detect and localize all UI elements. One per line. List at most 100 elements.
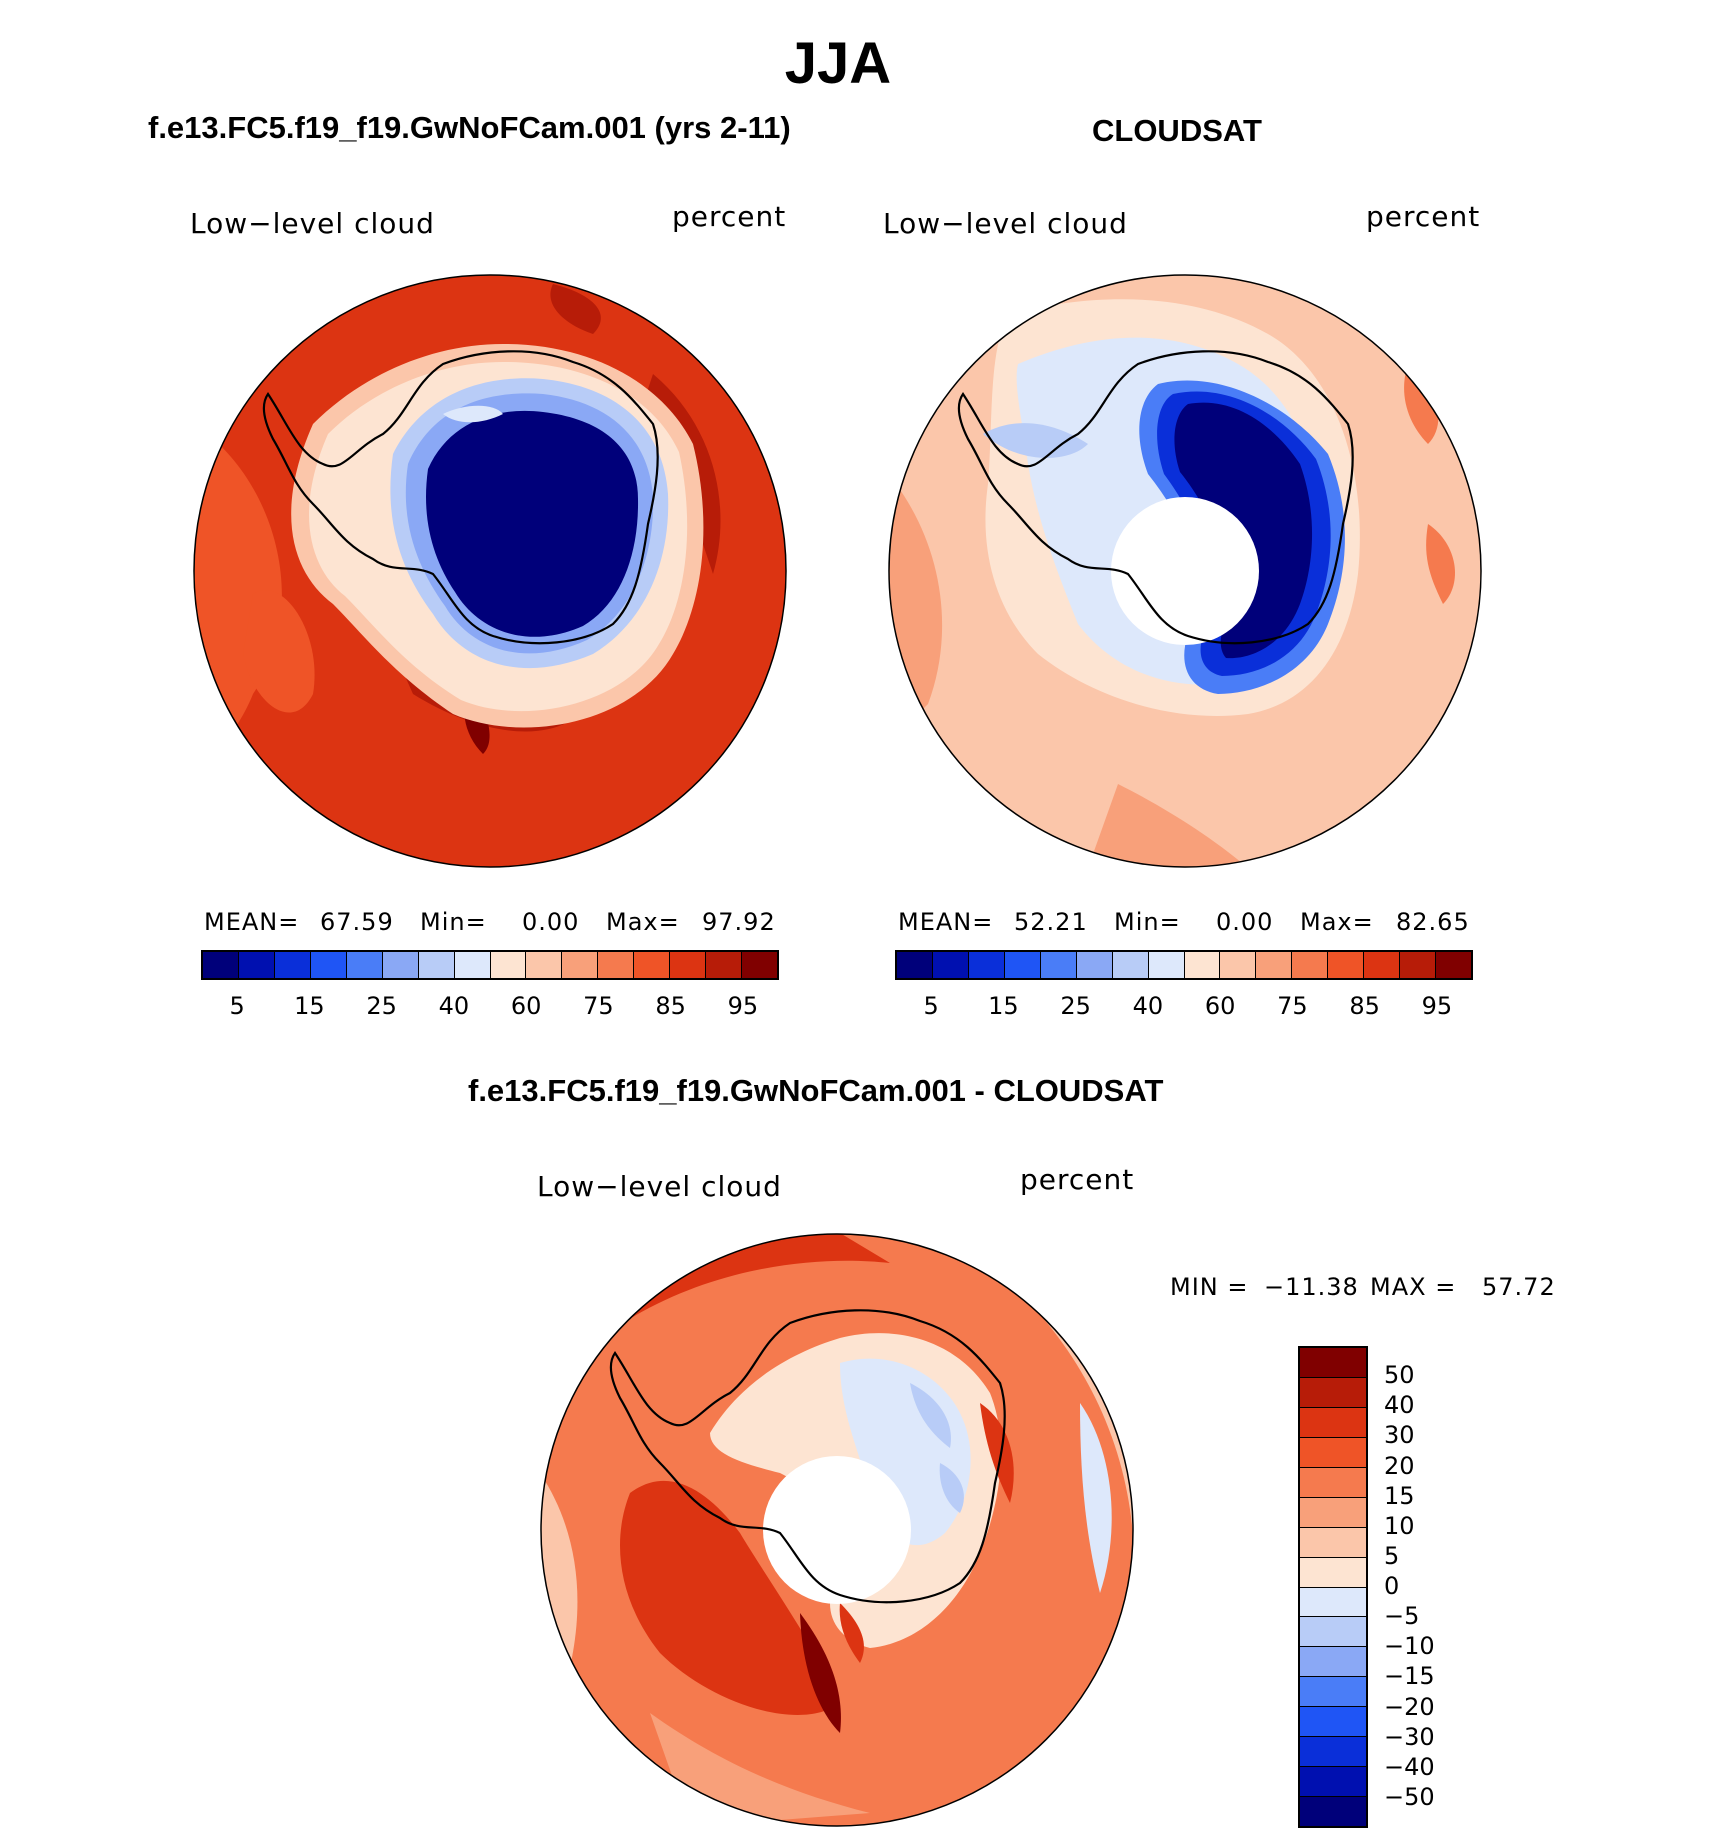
model-variable-label: Low−level cloud xyxy=(190,207,435,240)
diff-min-label: MIN = xyxy=(1170,1273,1249,1301)
colorbar-swatch xyxy=(526,952,563,978)
model-min-label: Min= xyxy=(420,908,487,936)
colorbar-swatch xyxy=(1300,1557,1366,1588)
colorbar-swatch xyxy=(310,952,347,978)
colorbar-swatch xyxy=(1364,952,1401,978)
model-colorbar xyxy=(201,950,779,980)
colorbar-tick-label: 20 xyxy=(1384,1451,1415,1480)
colorbar-swatch xyxy=(1300,1737,1366,1768)
colorbar-swatch xyxy=(634,952,671,978)
colorbar-tick-label: 50 xyxy=(1384,1361,1415,1390)
obs-max-value: 82.65 xyxy=(1396,908,1470,936)
colorbar-swatch xyxy=(382,952,419,978)
colorbar-tick-label: 85 xyxy=(655,992,686,1020)
diff-colorbar xyxy=(1298,1346,1368,1828)
colorbar-tick-label: 15 xyxy=(988,992,1019,1020)
colorbar-tick-label: −20 xyxy=(1384,1692,1435,1721)
colorbar-swatch xyxy=(1300,1377,1366,1408)
colorbar-tick-label: 40 xyxy=(1132,992,1164,1020)
colorbar-tick-label: 75 xyxy=(583,992,614,1020)
colorbar-tick-label: −10 xyxy=(1384,1632,1435,1661)
obs-panel-title: CLOUDSAT xyxy=(1092,113,1262,148)
colorbar-swatch xyxy=(1004,952,1041,978)
model-max-value: 97.92 xyxy=(702,908,776,936)
colorbar-swatch xyxy=(1256,952,1293,978)
diff-polar-map xyxy=(540,1233,1134,1827)
colorbar-tick-label: 10 xyxy=(1384,1511,1415,1540)
colorbar-swatch xyxy=(1148,952,1185,978)
diff-min-value: −11.38 xyxy=(1264,1273,1359,1301)
obs-variable-label: Low−level cloud xyxy=(883,207,1128,240)
colorbar-swatch xyxy=(1300,1407,1366,1438)
colorbar-tick-label: 40 xyxy=(1384,1391,1415,1420)
colorbar-tick-label: 40 xyxy=(438,992,470,1020)
colorbar-swatch xyxy=(1300,1437,1366,1468)
colorbar-swatch xyxy=(1040,952,1077,978)
colorbar-tick-label: −50 xyxy=(1384,1782,1435,1811)
obs-mean-label: MEAN= xyxy=(898,908,994,936)
colorbar-tick-label: 60 xyxy=(1204,992,1236,1020)
colorbar-swatch xyxy=(203,952,239,978)
diff-panel-title: f.e13.FC5.f19_f19.GwNoFCam.001 - CLOUDSA… xyxy=(468,1073,1164,1108)
colorbar-swatch xyxy=(346,952,383,978)
colorbar-swatch xyxy=(1300,1497,1366,1528)
colorbar-swatch xyxy=(454,952,491,978)
colorbar-swatch xyxy=(418,952,455,978)
colorbar-tick-label: −40 xyxy=(1384,1752,1435,1781)
colorbar-tick-label: 25 xyxy=(366,992,397,1020)
model-mean-label: MEAN= xyxy=(204,908,300,936)
colorbar-tick-label: 30 xyxy=(1384,1421,1415,1450)
model-colorbar-ticks: 5 15 25 40 60 75 85 95 xyxy=(201,992,779,1022)
model-units-label: percent xyxy=(672,200,787,233)
diff-variable-label: Low−level cloud xyxy=(537,1170,782,1203)
model-max-label: Max= xyxy=(606,908,680,936)
colorbar-swatch xyxy=(1328,952,1365,978)
colorbar-swatch xyxy=(932,952,969,978)
colorbar-tick-label: 60 xyxy=(510,992,542,1020)
colorbar-swatch xyxy=(1300,1647,1366,1678)
colorbar-swatch xyxy=(274,952,311,978)
obs-mean-value: 52.21 xyxy=(1014,908,1088,936)
obs-colorbar xyxy=(895,950,1473,980)
diff-units-label: percent xyxy=(1020,1163,1135,1196)
colorbar-tick-label: 0 xyxy=(1384,1572,1400,1600)
obs-units-label: percent xyxy=(1366,200,1481,233)
colorbar-swatch xyxy=(1300,1617,1366,1648)
colorbar-tick-label: 75 xyxy=(1277,992,1308,1020)
colorbar-swatch xyxy=(670,952,707,978)
colorbar-swatch xyxy=(1292,952,1329,978)
obs-max-label: Max= xyxy=(1300,908,1374,936)
colorbar-tick-label: 95 xyxy=(1421,992,1453,1020)
model-mean-value: 67.59 xyxy=(320,908,394,936)
colorbar-swatch xyxy=(238,952,275,978)
colorbar-swatch xyxy=(1300,1677,1366,1708)
colorbar-tick-label: 95 xyxy=(727,992,759,1020)
colorbar-swatch xyxy=(1220,952,1257,978)
colorbar-tick-label: −15 xyxy=(1384,1662,1435,1691)
diff-max-value: 57.72 xyxy=(1482,1273,1556,1301)
colorbar-swatch xyxy=(1300,1467,1366,1498)
model-polar-map xyxy=(193,274,787,868)
colorbar-swatch xyxy=(742,952,777,978)
colorbar-tick-label: 5 xyxy=(229,992,245,1020)
obs-colorbar-ticks: 5 15 25 40 60 75 85 95 xyxy=(895,992,1473,1022)
obs-min-label: Min= xyxy=(1114,908,1181,936)
colorbar-swatch xyxy=(1400,952,1437,978)
colorbar-swatch xyxy=(1300,1707,1366,1738)
obs-polar-map xyxy=(888,274,1482,868)
diff-max-label: MAX = xyxy=(1370,1273,1457,1301)
diff-colorbar-ticks: 50 40 30 20 15 10 5 0 −5 −10 −15 −20 −30 −40 −50 xyxy=(1384,1346,1504,1828)
colorbar-swatch xyxy=(562,952,599,978)
colorbar-swatch xyxy=(1076,952,1113,978)
colorbar-swatch xyxy=(706,952,743,978)
colorbar-tick-label: 15 xyxy=(1384,1481,1415,1510)
colorbar-swatch xyxy=(1112,952,1149,978)
colorbar-tick-label: 15 xyxy=(294,992,325,1020)
colorbar-tick-label: −5 xyxy=(1384,1602,1420,1631)
colorbar-tick-label: 5 xyxy=(1384,1541,1400,1570)
diff-coastline xyxy=(609,1309,1006,1604)
colorbar-swatch xyxy=(1184,952,1221,978)
colorbar-swatch xyxy=(1300,1348,1366,1378)
colorbar-tick-label: 5 xyxy=(923,992,939,1020)
model-coastline xyxy=(262,350,659,645)
